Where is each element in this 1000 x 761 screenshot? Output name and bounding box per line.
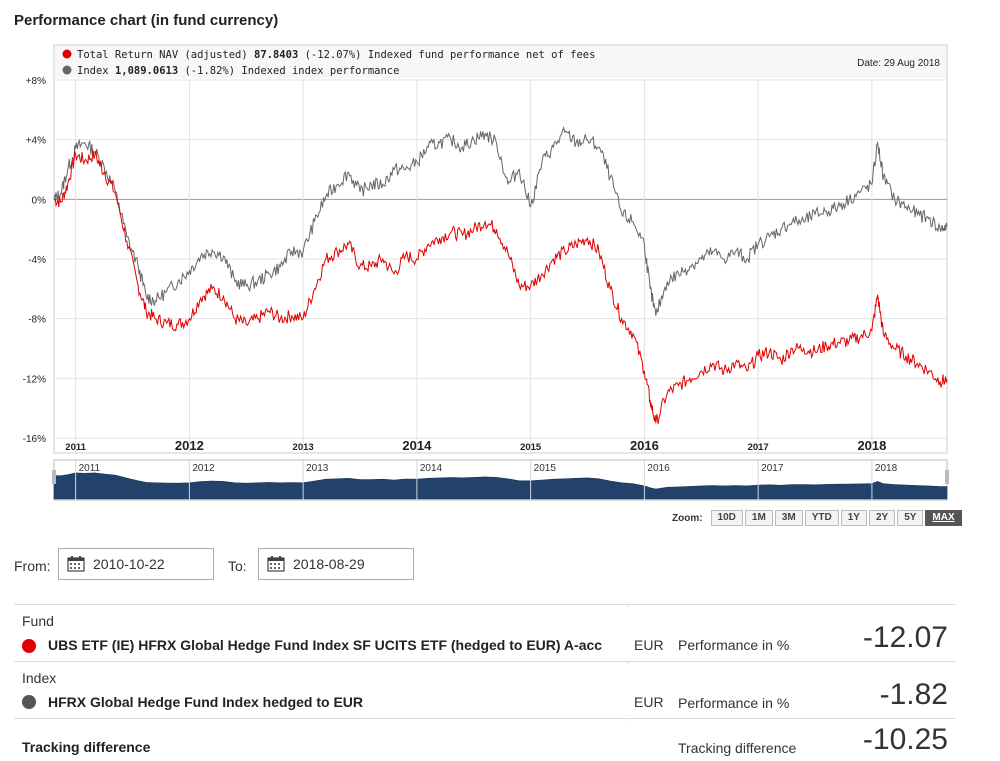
- zoom-ytd-button[interactable]: YTD: [804, 510, 839, 526]
- y-tick-label: -4%: [28, 255, 46, 266]
- performance-summary: Fund UBS ETF (IE) HFRX Global Hedge Fund…: [14, 604, 956, 761]
- index-dot-icon: [22, 695, 36, 709]
- y-tick-label: +8%: [26, 76, 46, 87]
- x-tick-label: 2015: [520, 442, 542, 453]
- navigator-label: 2013: [306, 463, 329, 474]
- legend-box: [55, 46, 946, 78]
- row-divider-tick: [628, 605, 629, 607]
- legend-index: Index 1,089.0613 (-1.82%) Indexed index …: [77, 65, 399, 77]
- y-tick-label: +4%: [26, 136, 46, 147]
- x-tick-label: 2013: [293, 442, 314, 453]
- fund-category: Fund: [22, 613, 54, 629]
- x-tick-label: 2017: [748, 442, 769, 453]
- fund-series-line: [53, 150, 948, 424]
- navigator-label: 2015: [534, 463, 557, 474]
- y-axis-labels: +8% +4% 0% -4% -8% -12% -16%: [23, 76, 46, 445]
- legend-fund-change: (-12.07%): [305, 49, 362, 61]
- calendar-icon[interactable]: [267, 556, 285, 572]
- index-name: HFRX Global Hedge Fund Index hedged to E…: [48, 694, 364, 710]
- navigator-label: 2014: [420, 463, 443, 474]
- x-gridlines: [75, 80, 873, 453]
- y-tick-label: -16%: [23, 434, 46, 445]
- legend-fund-dot: [62, 49, 72, 59]
- zoom-5y-button[interactable]: 5Y: [897, 510, 924, 526]
- zoom-2y-button[interactable]: 2Y: [868, 510, 896, 526]
- zoom-1m-button[interactable]: 1M: [744, 510, 773, 526]
- from-date-field[interactable]: 2010-10-22: [58, 548, 214, 580]
- zoom-label: Zoom:: [672, 512, 703, 524]
- tracking-row: Tracking difference Tracking difference …: [14, 718, 956, 761]
- navigator-labels: 2011 2012 2013 2014 2015 2016 2017 2018: [75, 460, 898, 500]
- fund-perf-label: Performance in %: [678, 637, 790, 653]
- x-tick-label: 2018: [857, 438, 886, 453]
- index-currency: EUR: [634, 694, 664, 710]
- index-category: Index: [22, 670, 57, 686]
- legend-index-label: Index: [77, 65, 109, 77]
- plot-area: [53, 44, 948, 454]
- calendar-icon[interactable]: [67, 556, 85, 572]
- tracking-value: -10.25: [862, 723, 948, 756]
- index-perf-label: Performance in %: [678, 695, 790, 711]
- from-label: From:: [14, 558, 51, 574]
- series-lines: [53, 126, 948, 424]
- fund-row: Fund UBS ETF (IE) HFRX Global Hedge Fund…: [14, 604, 956, 661]
- tracking-category: Tracking difference: [22, 739, 151, 755]
- fund-perf-value: -12.07: [862, 621, 948, 654]
- zoom-control: Zoom: 10D 1M 3M YTD 1Y 2Y 5Y MAX: [672, 510, 962, 526]
- navigator-label: 2016: [647, 463, 670, 474]
- legend-fund-value: 87.8403: [254, 49, 298, 61]
- legend-fund-label: Total Return NAV (adjusted): [77, 49, 248, 61]
- to-date-field[interactable]: 2018-08-29: [258, 548, 414, 580]
- x-axis-labels: 2011 2012 2013 2014 2015 2016 2017 2018: [65, 438, 886, 453]
- x-tick-label: 2012: [175, 438, 204, 453]
- navigator-label: 2018: [875, 463, 898, 474]
- index-series-line: [53, 126, 948, 316]
- x-tick-label: 2011: [65, 442, 86, 453]
- navigator-label: 2017: [761, 463, 784, 474]
- y-tick-label: -12%: [23, 374, 46, 385]
- performance-chart: +8%+4%0%-4%-8%-12%-16% 2011 2012 2013 2014 2…: [23, 44, 949, 501]
- index-perf-value: -1.82: [879, 678, 948, 711]
- fund-currency: EUR: [634, 637, 664, 653]
- row-divider-tick: [628, 662, 629, 664]
- to-date-value: 2018-08-29: [293, 556, 365, 572]
- fund-dot-icon: [22, 639, 36, 653]
- legend-index-dot: [62, 65, 72, 75]
- y-tick-label: -8%: [28, 315, 46, 326]
- navigator-handle-left[interactable]: [52, 470, 56, 484]
- navigator-handle-right[interactable]: [945, 470, 949, 484]
- to-label: To:: [228, 558, 247, 574]
- legend-fund: Total Return NAV (adjusted) 87.8403 (-12…: [77, 49, 595, 61]
- from-date-value: 2010-10-22: [93, 556, 165, 572]
- zoom-3m-button[interactable]: 3M: [774, 510, 803, 526]
- legend-fund-desc: Indexed fund performance net of fees: [368, 49, 596, 61]
- zoom-10d-button[interactable]: 10D: [710, 510, 743, 526]
- page-title: Performance chart (in fund currency): [14, 12, 279, 29]
- y-tick-label: 0%: [32, 195, 47, 206]
- tracking-label: Tracking difference: [678, 740, 797, 756]
- navigator-area: [53, 472, 948, 500]
- index-row: Index HFRX Global Hedge Fund Index hedge…: [14, 661, 956, 718]
- zoom-max-button[interactable]: MAX: [925, 510, 962, 526]
- x-tick-label: 2014: [402, 438, 432, 453]
- fund-name: UBS ETF (IE) HFRX Global Hedge Fund Inde…: [48, 637, 603, 653]
- legend-index-change: (-1.82%): [184, 65, 235, 77]
- y-gridlines: [54, 79, 947, 439]
- x-tick-label: 2016: [630, 438, 659, 453]
- legend-index-value: 1,089.0613: [115, 65, 178, 77]
- row-divider-tick: [628, 719, 629, 721]
- navigator-label: 2012: [192, 463, 215, 474]
- zoom-1y-button[interactable]: 1Y: [840, 510, 867, 526]
- chart-date: Date: 29 Aug 2018: [857, 58, 940, 69]
- navigator-label: 2011: [79, 463, 101, 474]
- legend-index-desc: Indexed index performance: [241, 65, 399, 77]
